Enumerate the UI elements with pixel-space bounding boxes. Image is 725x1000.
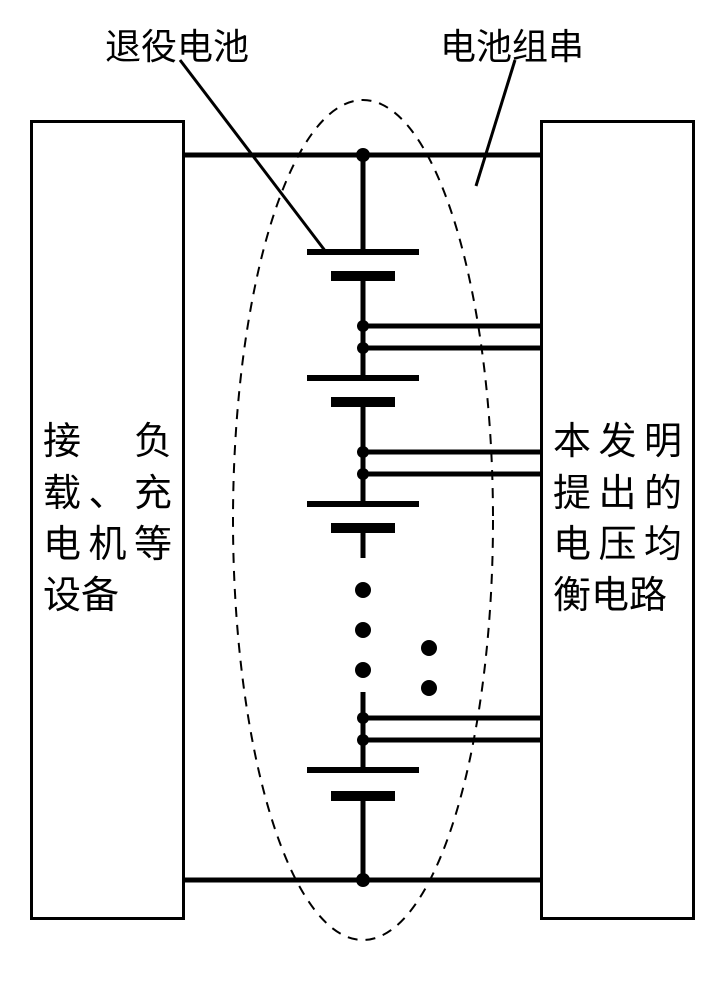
- leader-line-right: [476, 60, 515, 186]
- continuation-dot-2: [355, 662, 371, 678]
- continuation-dot-0: [355, 582, 371, 598]
- schematic-svg: [0, 0, 725, 1000]
- tap-continuation-dot-0: [421, 640, 437, 656]
- tap-continuation-dot-1: [421, 680, 437, 696]
- continuation-dot-1: [355, 622, 371, 638]
